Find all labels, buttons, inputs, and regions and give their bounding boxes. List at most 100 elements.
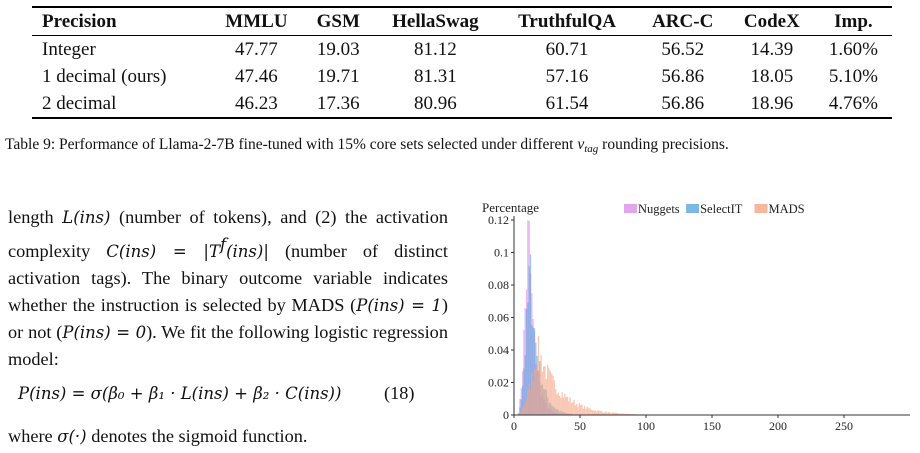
table-cell: 5.10%: [828, 66, 878, 87]
histogram-bar: [539, 363, 541, 415]
table-cell: 81.12: [414, 39, 457, 60]
histogram-bar: [560, 397, 562, 415]
histogram-bar: [532, 381, 534, 415]
y-tick-label: 0.08: [488, 278, 509, 292]
histogram-bar: [556, 394, 558, 415]
histogram-bar: [548, 368, 550, 415]
math-inline: (ins)|: [226, 242, 269, 262]
histogram-bar: [524, 355, 526, 415]
histogram-bar: [601, 411, 603, 415]
histogram-bar: [623, 413, 625, 415]
histogram-bar: [613, 412, 615, 415]
table-cell: 19.03: [316, 39, 360, 60]
table-cell: 60.71: [545, 39, 589, 60]
histogram-bar: [593, 410, 595, 415]
histogram-bar: [561, 392, 563, 415]
histogram-bar: [543, 366, 545, 415]
caption-text: rounding precisions.: [598, 136, 729, 153]
x-tick-label: 150: [703, 419, 721, 433]
histogram-bar: [620, 413, 623, 415]
table-cell: 56.86: [661, 66, 705, 87]
x-tick-label: 200: [769, 419, 787, 433]
histogram-bar: [618, 413, 620, 415]
histogram-bar: [585, 408, 587, 415]
math-inline: P(ins) = 0: [62, 323, 147, 343]
histogram-bar: [523, 406, 525, 415]
histogram-bar: [574, 405, 577, 415]
histogram-bar: [594, 410, 596, 415]
table-cell: 47.46: [235, 66, 278, 87]
histogram-bar: [622, 413, 624, 415]
histogram-bar: [606, 412, 608, 415]
equation-math: P(ins) = σ(β₀ + β₁ · L(ins) + β₂ · C(ins…: [18, 384, 342, 403]
table-cell: 18.05: [750, 66, 794, 87]
column-header: MMLU: [225, 11, 288, 32]
histogram-bar: [626, 413, 628, 415]
histogram-bar: [529, 389, 532, 415]
legend-label: MADS: [769, 202, 805, 216]
column-header: GSM: [316, 11, 360, 32]
histogram-bar: [557, 392, 559, 415]
table-header-row: Precision MMLU GSM HellaSwag TruthfulQA …: [32, 7, 892, 36]
table-row: Integer 47.77 19.03 81.12 60.71 56.52 14…: [32, 36, 892, 64]
body-text: where: [8, 426, 58, 446]
column-header: HellaSwag: [392, 11, 479, 32]
histogram-bar: [580, 405, 582, 415]
table-cell: 61.54: [545, 93, 589, 114]
y-tick-label: 0.12: [488, 213, 509, 227]
histogram-bar: [578, 403, 580, 415]
column-header: Imp.: [834, 11, 873, 32]
math-inline: σ(·): [57, 427, 87, 446]
histogram-bar: [536, 366, 538, 415]
results-table: Precision MMLU GSM HellaSwag TruthfulQA …: [32, 6, 892, 119]
table-cell: 2 decimal: [42, 93, 117, 114]
legend-label: SelectIT: [700, 202, 743, 216]
histogram-bar: [619, 413, 621, 415]
histogram-bar: [573, 400, 575, 415]
histogram-bar: [528, 383, 530, 415]
histogram-bar: [583, 405, 586, 415]
histogram-bar: [535, 369, 537, 415]
histogram-chart: 0 50 100 150 200 25000.020.040.060.080.10.12 …: [482, 200, 910, 433]
histogram-bar: [529, 254, 532, 415]
body-text: length: [8, 207, 63, 227]
histogram-bar: [628, 413, 631, 415]
column-header: ARC-C: [652, 11, 714, 32]
histogram-bar: [614, 412, 616, 415]
equation-number: (18): [384, 383, 415, 403]
table-cell: 80.96: [414, 93, 457, 114]
histogram-bar: [525, 398, 528, 415]
histogram-bar: [519, 407, 521, 415]
histogram-bar: [609, 412, 611, 415]
table-cell: 81.31: [414, 66, 457, 87]
body-text: ). We fit the following logistic regress…: [8, 322, 448, 370]
histogram-bar: [521, 385, 524, 415]
histogram-bar: [602, 412, 604, 415]
histogram-bar: [589, 408, 591, 415]
histogram-bar: [531, 372, 533, 415]
histogram-bar: [598, 410, 600, 415]
math-superscript: f: [219, 235, 227, 254]
table-cell: 57.16: [545, 66, 589, 87]
histogram-bar: [527, 302, 529, 415]
table-cell: 56.86: [661, 93, 705, 114]
histogram-bar: [525, 309, 528, 415]
caption-text: Table 9: Performance of Llama-2-7B fine-…: [5, 136, 578, 153]
histogram-bar: [562, 397, 565, 415]
histogram-bar: [564, 393, 566, 415]
y-tick-label: 0.02: [488, 376, 509, 390]
chart-legend: Nuggets SelectIT MADS: [624, 202, 805, 216]
caption-variable: v: [577, 136, 585, 153]
histogram-bar: [582, 408, 584, 415]
histogram-bar: [517, 413, 520, 415]
histogram-bar: [611, 412, 613, 415]
column-header: Precision: [42, 11, 117, 32]
histogram-bar: [558, 395, 561, 415]
caption-subscript: tag: [584, 143, 599, 155]
histogram-bar: [545, 378, 547, 415]
histogram-bar: [577, 407, 579, 415]
histogram-bar: [615, 412, 617, 415]
histogram-bar: [537, 336, 540, 415]
y-axis-label: Percentage: [482, 200, 539, 215]
body-text: (number of tokens), and (2) the activati…: [8, 207, 448, 262]
